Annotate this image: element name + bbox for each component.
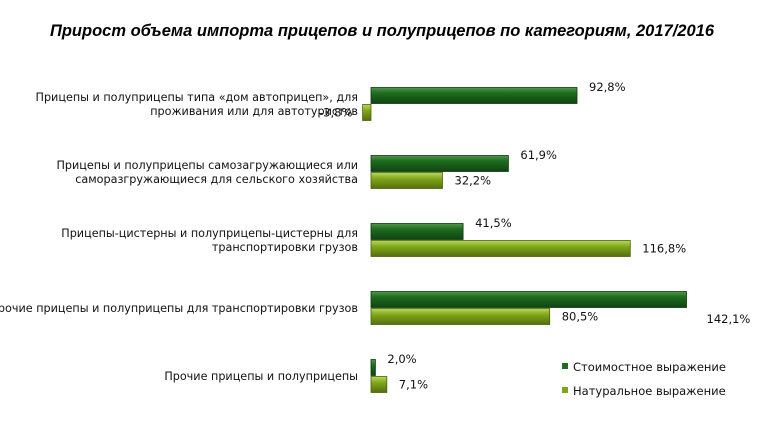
- bar: [370, 240, 631, 257]
- legend-entry: Стоимостное выражение: [573, 360, 726, 374]
- data-label: 92,8%: [589, 80, 626, 94]
- category-label: Прочие прицепы и полуприцепы: [164, 370, 358, 383]
- data-label: 142,1%: [707, 312, 751, 326]
- category-label: Прочие прицепы и полуприцепы для транспо…: [0, 302, 358, 315]
- bar: [370, 87, 578, 104]
- bar: [370, 291, 687, 308]
- category-label: Прицепы-цистерны и полуприцепы-цистерны …: [61, 227, 358, 254]
- data-label: 7,1%: [399, 378, 428, 392]
- data-label: 116,8%: [642, 242, 686, 256]
- category-label: Прицепы и полуприцепы типа «дом автоприц…: [36, 91, 358, 118]
- legend-swatch: [562, 363, 568, 369]
- bar: [370, 223, 464, 240]
- data-label: -3,8%: [319, 106, 352, 120]
- data-label: 61,9%: [520, 148, 557, 162]
- bar: [362, 104, 372, 121]
- data-label: 80,5%: [562, 310, 599, 324]
- bar: [370, 376, 388, 393]
- legend-swatch: [562, 387, 568, 393]
- bar: [370, 308, 551, 325]
- data-label: 41,5%: [475, 216, 512, 230]
- data-label: 2,0%: [387, 352, 416, 366]
- data-label: 32,2%: [455, 174, 492, 188]
- legend-entry: Натуральное выражение: [573, 384, 726, 398]
- bar: [370, 172, 443, 189]
- bar: [370, 155, 509, 172]
- category-label: Прицепы и полуприцепы самозагружающиеся …: [57, 159, 359, 186]
- chart-title: Прирост объема импорта прицепов и полупр…: [50, 22, 715, 40]
- bar: [370, 359, 376, 376]
